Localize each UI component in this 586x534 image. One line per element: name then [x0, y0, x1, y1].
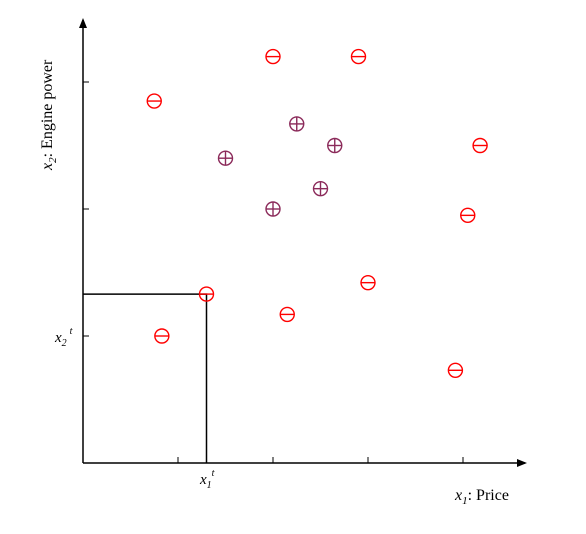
y-threshold-label: x2t	[54, 326, 73, 349]
negative-point	[279, 306, 295, 323]
negative-point	[350, 48, 367, 65]
y-axis-ticks	[83, 81, 89, 337]
x-axis-ticks	[177, 457, 464, 463]
threshold-box	[83, 293, 208, 463]
positive-point	[217, 150, 234, 166]
x-axis-label: x1: Price	[454, 487, 509, 507]
data-points	[146, 48, 488, 378]
negative-point	[154, 328, 170, 344]
negative-point	[198, 286, 215, 302]
negative-point	[360, 274, 376, 291]
negative-point	[472, 137, 488, 154]
negative-point	[460, 207, 476, 224]
positive-point	[289, 116, 305, 132]
negative-point	[447, 362, 464, 378]
negative-point	[146, 93, 162, 109]
positive-point	[265, 201, 281, 217]
x-threshold-label: x1t	[199, 468, 215, 491]
positive-point	[327, 137, 343, 154]
y-axis-label: x2: Engine power	[39, 59, 59, 171]
positive-point	[312, 180, 329, 197]
negative-point	[265, 48, 281, 65]
